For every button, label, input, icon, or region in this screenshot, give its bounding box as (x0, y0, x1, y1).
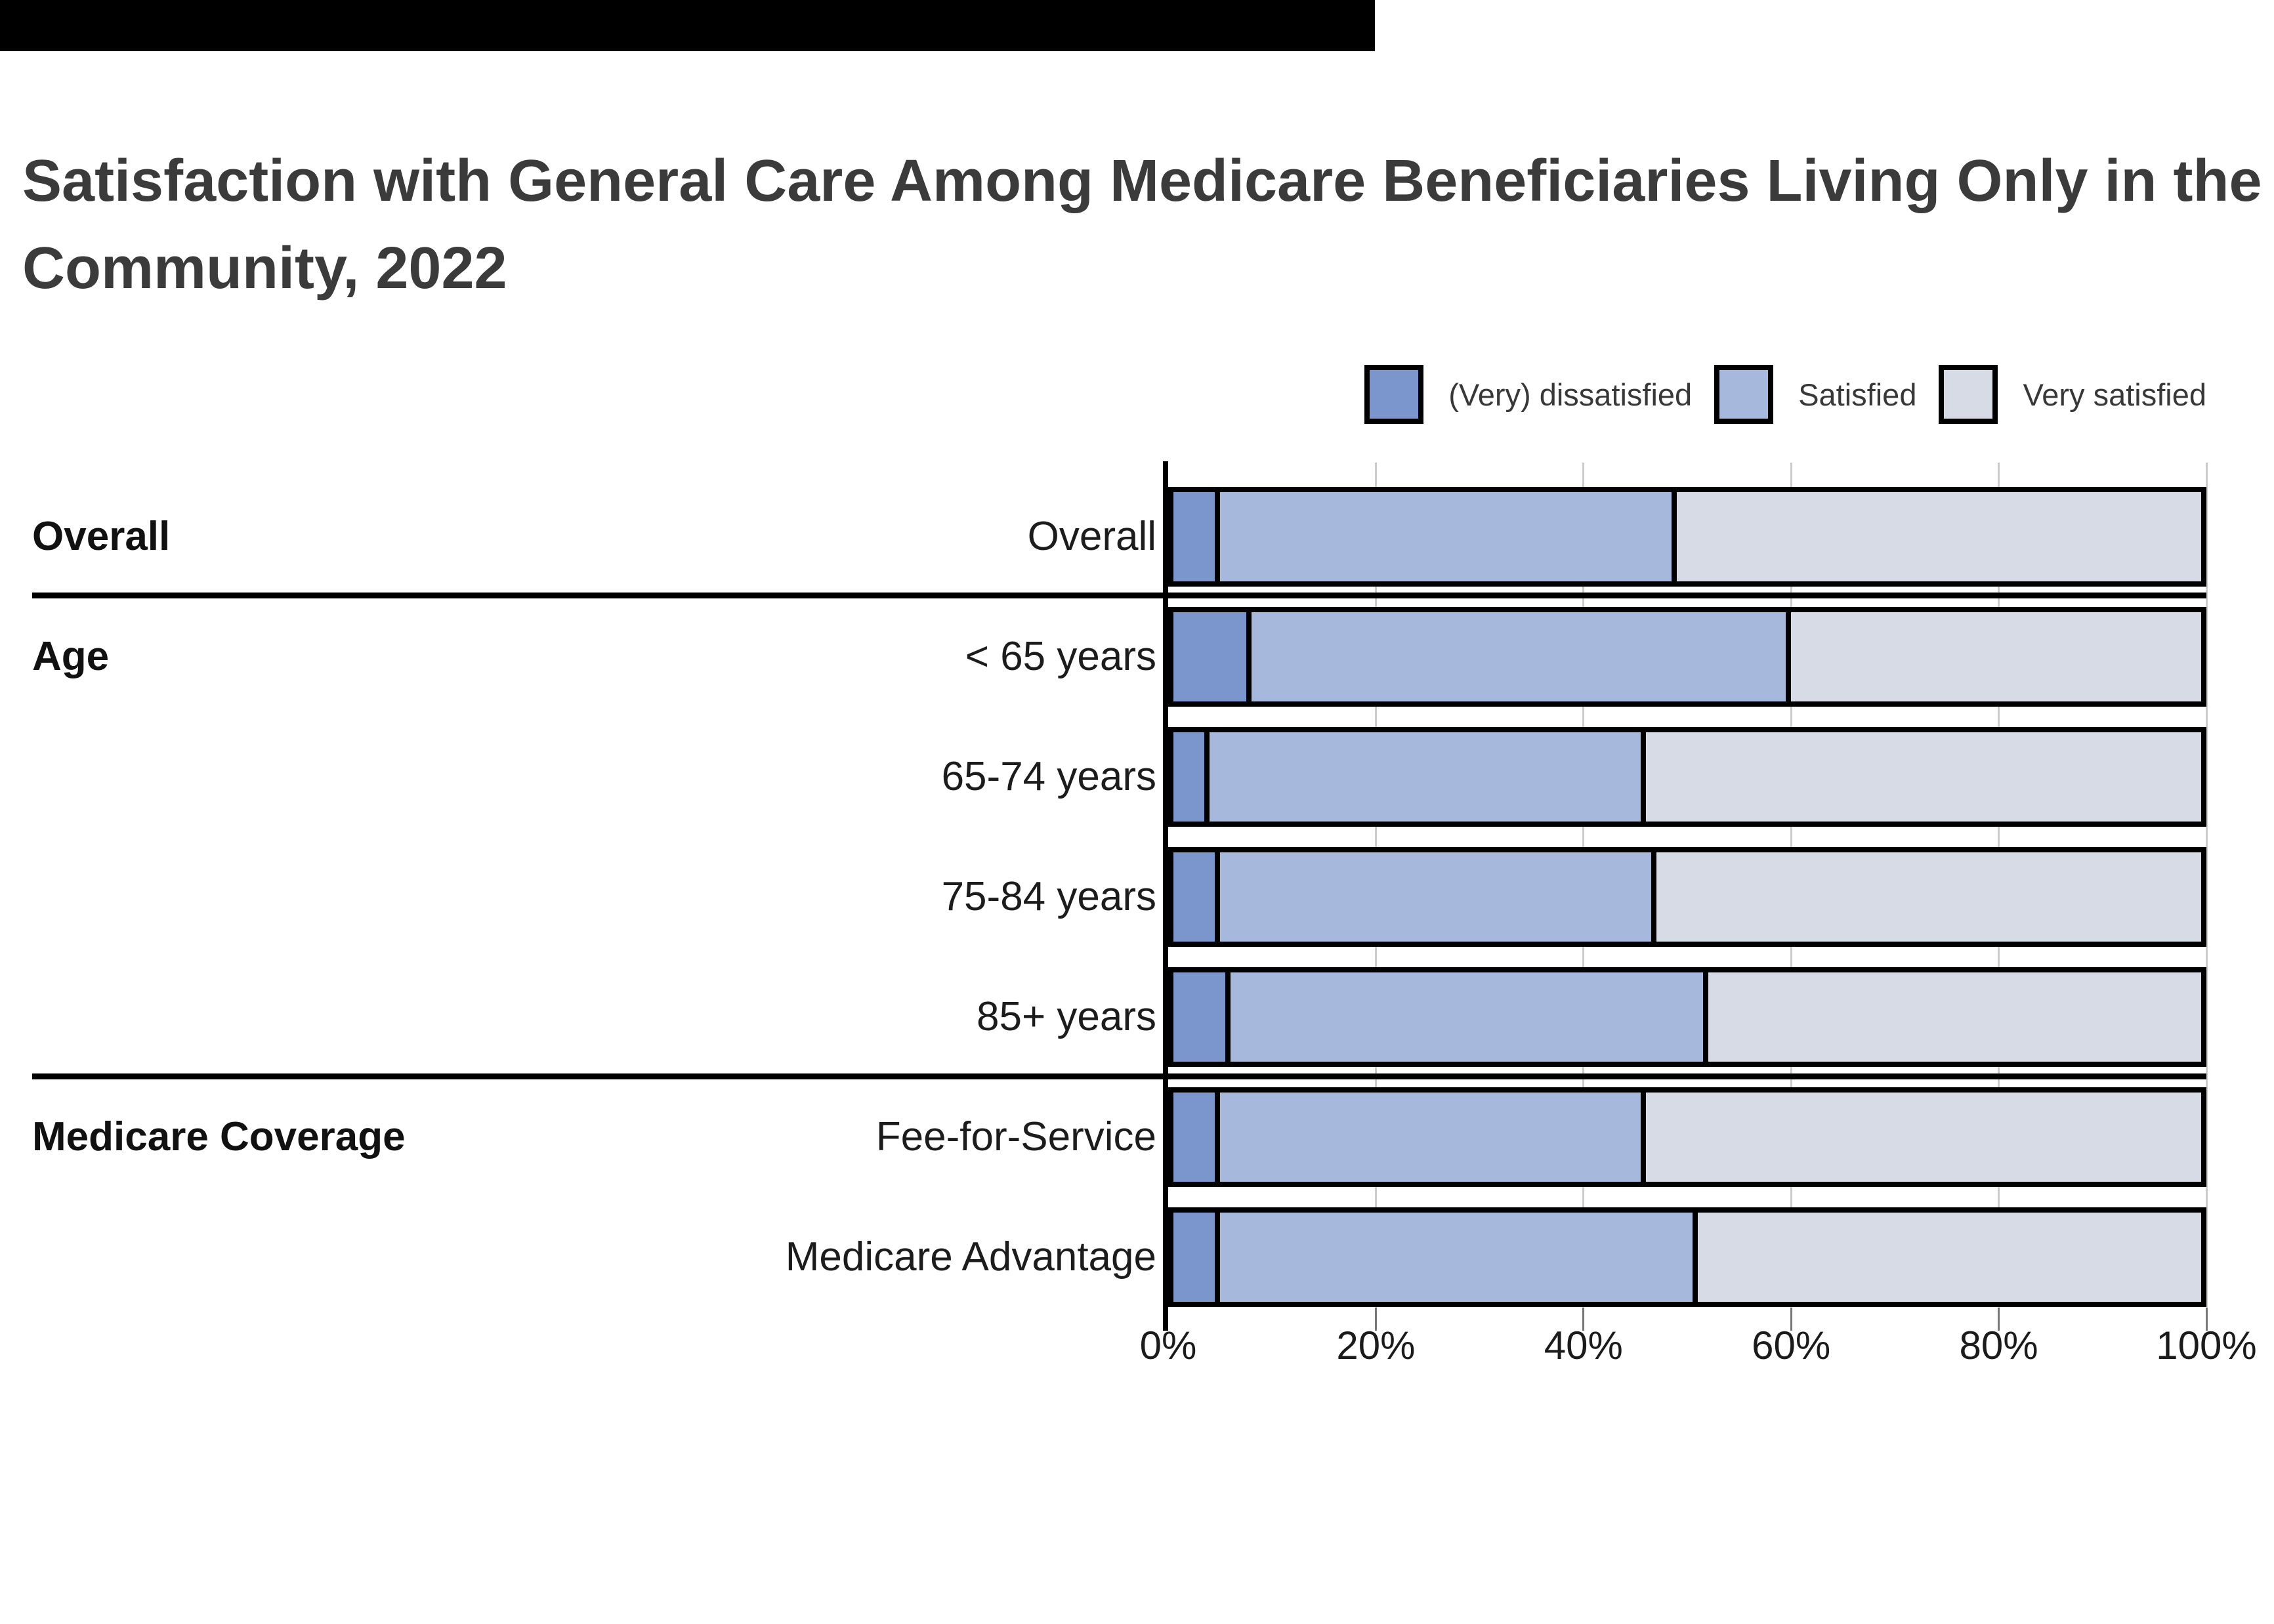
bar-segment (1640, 727, 2206, 827)
legend-swatch-satisfied (1714, 365, 1774, 424)
bar-segment (1651, 847, 2206, 947)
bar-segment (1204, 727, 1646, 827)
axis-tick-mark (1998, 1308, 2000, 1331)
bar-segment (1692, 1207, 2206, 1307)
row-label: 65-74 years (941, 754, 1156, 799)
x-axis-line (1163, 461, 1168, 1331)
bar-segment (1672, 487, 2206, 587)
bar-segment (1225, 967, 1708, 1067)
legend-label: Satisfied (1798, 377, 1917, 412)
legend-swatch-dissatisfied (1364, 365, 1424, 424)
bar (1168, 1207, 2206, 1307)
axis-tick-label: 100% (2156, 1323, 2257, 1367)
row-label: Fee-for-Service (875, 1114, 1156, 1159)
bar-segment (1246, 607, 1792, 707)
legend-item: Very satisfied (1939, 365, 2206, 424)
bar-segment (1168, 607, 1252, 707)
chart-legend: (Very) dissatisfied Satisfied Very satis… (1364, 365, 2206, 424)
bar-segment (1168, 847, 1221, 947)
legend-label: (Very) dissatisfied (1448, 377, 1693, 412)
section-label: Age (32, 634, 110, 679)
bar-segment (1168, 1087, 1221, 1187)
bar-segment (1702, 967, 2206, 1067)
bar (1168, 967, 2206, 1067)
axis-tick-label: 40% (1544, 1323, 1623, 1367)
section-label: Medicare Coverage (32, 1114, 406, 1159)
legend-item: Satisfied (1714, 365, 1916, 424)
bar (1168, 847, 2206, 947)
bar-segment (1786, 607, 2206, 707)
axis-tick-label: 0% (1139, 1323, 1197, 1367)
top-banner-strip (0, 0, 1375, 51)
axis-tick-label: 20% (1336, 1323, 1416, 1367)
axis-tick-mark (1374, 1308, 1377, 1331)
legend-label: Very satisfied (2023, 377, 2206, 412)
axis-tick-mark (2205, 1308, 2208, 1331)
bar (1168, 487, 2206, 587)
bar-segment (1215, 847, 1656, 947)
row-label: Medicare Advantage (785, 1234, 1156, 1280)
bar-segment (1168, 967, 1231, 1067)
bar-segment (1168, 487, 1221, 587)
bar-segment (1168, 1207, 1221, 1307)
chart-title-line-1: Satisfaction with General Care Among Med… (22, 148, 2262, 214)
bar-segment (1168, 727, 1210, 827)
section-divider (32, 1073, 2206, 1079)
axis-tick-mark (1582, 1308, 1585, 1331)
bar (1168, 1087, 2206, 1187)
axis-tick-mark (1790, 1308, 1792, 1331)
bar-segment (1215, 1087, 1646, 1187)
bar (1168, 727, 2206, 827)
row-label: Overall (1027, 514, 1156, 559)
row-label: < 65 years (965, 634, 1156, 679)
bar-segment (1215, 487, 1677, 587)
bar-segment (1215, 1207, 1698, 1307)
row-label: 75-84 years (941, 874, 1156, 919)
section-divider (32, 593, 2206, 598)
axis-tick-label: 80% (1959, 1323, 2038, 1367)
gridline (2205, 463, 2208, 1308)
bar-segment (1640, 1087, 2206, 1187)
chart-title: Satisfaction with General Care Among Med… (22, 138, 2262, 312)
legend-swatch-very-satisfied (1939, 365, 1998, 424)
row-label: 85+ years (976, 994, 1156, 1039)
bar (1168, 607, 2206, 707)
legend-item: (Very) dissatisfied (1364, 365, 1692, 424)
chart-title-line-2: Community, 2022 (22, 236, 507, 301)
axis-tick-label: 60% (1752, 1323, 1831, 1367)
section-label: Overall (32, 514, 171, 559)
